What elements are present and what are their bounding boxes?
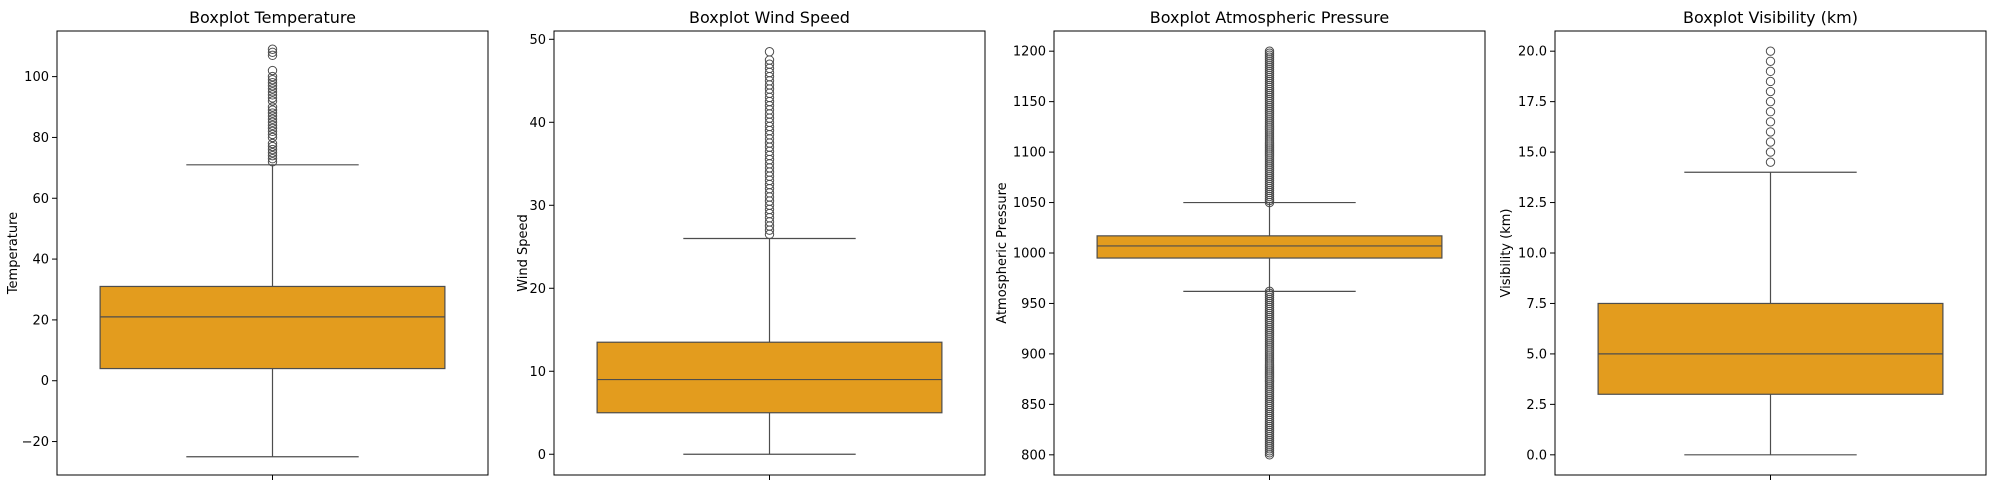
iqr-box: [1597, 302, 1944, 395]
outlier-point: [267, 111, 278, 121]
y-axis-label: Atmospheric Pressure: [995, 182, 1010, 323]
iqr-box: [99, 285, 446, 370]
outlier-point: [1765, 147, 1776, 157]
outlier-point: [267, 132, 278, 143]
chart-panel-4: Boxplot Visibility (km) Visibility (km) 0.…: [1499, 8, 1987, 480]
outlier-point: [267, 157, 278, 167]
y-tick-label: 40: [32, 253, 49, 268]
chart-title: Boxplot Temperature: [189, 8, 356, 27]
outlier-point: [267, 47, 278, 57]
y-tick-label: 80: [32, 131, 49, 146]
outlier-point: [267, 77, 278, 88]
y-tick-label: 1000: [1013, 247, 1046, 262]
y-tick-label: 20: [32, 313, 49, 328]
outlier-point: [267, 96, 278, 106]
y-tick-label: 12.5: [1518, 196, 1547, 211]
outlier-point: [267, 90, 278, 100]
y-tick-label: 1150: [1013, 95, 1046, 110]
outlier-point: [267, 71, 278, 82]
y-tick-label: 17.5: [1518, 95, 1547, 110]
outlier-point: [267, 87, 278, 97]
outlier-point: [267, 141, 278, 152]
outlier-point: [764, 47, 775, 57]
outlier-point: [1765, 66, 1776, 77]
y-tick-label: 40: [529, 116, 546, 131]
axes-frame: [553, 30, 986, 476]
chart-panel-2: Boxplot Wind Speed Wind Speed 0 10 20 30 40 50: [516, 8, 986, 480]
outlier-point: [267, 126, 278, 137]
y-tick-label: 50: [529, 33, 546, 48]
y-tick-label: 2.5: [1526, 398, 1547, 413]
outlier-point: [267, 123, 278, 134]
outlier-point: [267, 154, 278, 164]
axes-frame: [1554, 30, 1987, 476]
outlier-point: [1264, 46, 1275, 56]
y-tick-label: 0: [538, 448, 546, 463]
outlier-point: [1765, 76, 1776, 87]
iqr-box: [596, 341, 943, 414]
y-tick-label: 900: [1021, 347, 1046, 362]
y-tick-label: 1100: [1013, 146, 1046, 161]
y-tick-label: 1200: [1013, 45, 1046, 60]
chart-panel-3: Boxplot Atmospheric Pressure Atmospheric …: [995, 8, 1486, 480]
axes-frame: [56, 30, 489, 476]
y-tick-label: 5.0: [1526, 347, 1547, 362]
outlier-point: [1765, 86, 1776, 97]
outlier-point: [1765, 56, 1776, 66]
outlier-point: [267, 84, 278, 94]
outlier-point: [267, 114, 278, 124]
y-tick-label: 20: [529, 282, 546, 297]
y-tick-label: 850: [1021, 398, 1046, 413]
y-tick-label: 1050: [1013, 196, 1046, 211]
y-tick-label: 0: [41, 374, 49, 389]
chart-title: Boxplot Wind Speed: [689, 8, 850, 27]
y-axis-label: Visibility (km): [1499, 209, 1514, 298]
y-tick-label: 10.0: [1518, 247, 1547, 262]
outlier-point: [267, 74, 278, 85]
chart-panel-1: Boxplot Temperature Temperature −20 0 20 40 60…: [6, 8, 489, 480]
outlier-point: [267, 144, 278, 155]
y-tick-label: 30: [529, 199, 546, 214]
outlier-point: [1765, 137, 1776, 147]
y-tick-label: 800: [1021, 448, 1046, 463]
y-tick-label: 7.5: [1526, 297, 1547, 312]
y-tick-label: 950: [1021, 297, 1046, 312]
outlier-point: [267, 44, 278, 54]
outlier-point: [267, 105, 278, 115]
chart-title: Boxplot Atmospheric Pressure: [1150, 8, 1390, 27]
outlier-point: [267, 150, 278, 161]
outlier-point: [267, 120, 278, 130]
y-axis-label: Temperature: [6, 212, 21, 295]
outlier-point: [267, 147, 278, 158]
chart-title: Boxplot Visibility (km): [1683, 8, 1858, 27]
outlier-point: [267, 117, 278, 127]
outlier-point: [267, 102, 278, 112]
y-tick-label: 0.0: [1526, 448, 1547, 463]
y-tick-label: 60: [32, 192, 49, 207]
iqr-box: [1096, 235, 1443, 259]
outlier-point: [1765, 46, 1776, 56]
y-tick-label: 100: [24, 70, 49, 85]
outlier-point: [1765, 127, 1776, 137]
outlier-point: [764, 59, 775, 69]
outlier-point: [267, 108, 278, 118]
outlier-point: [267, 65, 278, 76]
y-tick-label: 15.0: [1518, 146, 1547, 161]
outlier-point: [1765, 117, 1776, 127]
y-tick-label: 20.0: [1518, 45, 1547, 60]
y-axis-label: Wind Speed: [516, 214, 531, 292]
outlier-point: [267, 93, 278, 103]
axes-frame: [1053, 30, 1486, 476]
y-tick-label: 10: [529, 365, 546, 380]
outlier-point: [1264, 286, 1275, 297]
outlier-point: [267, 129, 278, 140]
outlier-point: [267, 50, 278, 61]
outlier-point: [267, 81, 278, 91]
outlier-point: [1765, 96, 1776, 107]
outlier-point: [267, 138, 278, 149]
outlier-point: [1765, 157, 1776, 167]
outlier-point: [1765, 107, 1776, 117]
y-tick-label: −20: [22, 435, 49, 450]
